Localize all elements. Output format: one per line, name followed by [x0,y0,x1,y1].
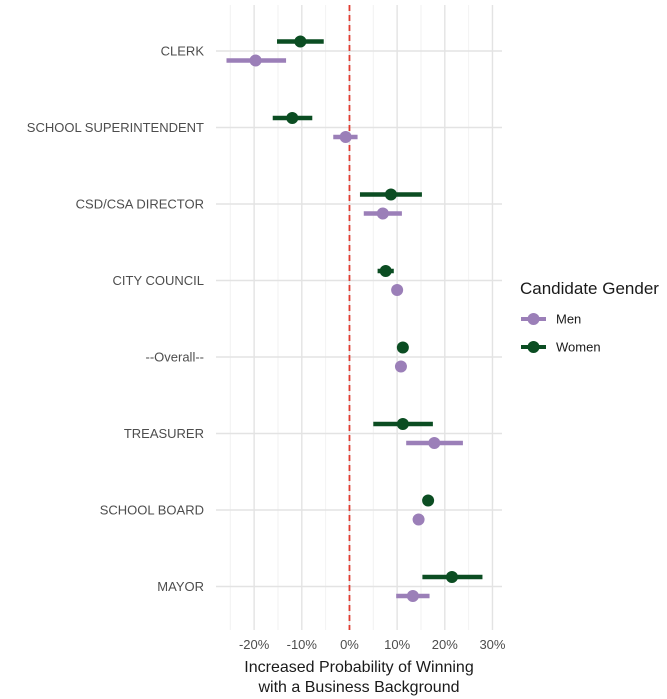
x-tick-label: -10% [287,637,318,652]
legend-key-dot-men [527,313,540,325]
women-point [384,188,397,201]
legend-key-dot-women [527,341,540,353]
category-labels: CLERK SCHOOL SUPERINTENDENT CSD/CSA DIRECT… [27,44,205,595]
women-point [396,418,409,430]
grid [216,5,502,630]
men-point [391,284,404,296]
women-point [422,494,435,507]
legend-label-men: Men [556,312,581,327]
category-label: SCHOOL BOARD [100,503,204,518]
legend-title: Candidate Gender [520,279,659,298]
category-label: CSD/CSA DIRECTOR [76,197,204,212]
data-marks [226,35,483,602]
x-axis-title-line-1: Increased Probability of Winning [244,659,473,676]
women-point [286,112,299,124]
men-point [249,54,262,67]
legend-label-women: Women [556,340,601,355]
women-point [379,265,392,277]
men-point [376,207,389,220]
category-label: TREASURER [124,426,204,441]
men-point [394,360,407,373]
category-label: SCHOOL SUPERINTENDENT [27,120,204,135]
men-point [406,590,419,602]
legend-entries: Men Women [521,312,601,355]
x-tick-label: 0% [340,637,359,652]
men-point [412,513,425,526]
x-tick-label: 30% [479,637,505,652]
category-label: MAYOR [157,579,204,594]
x-tick-labels: -20% -10% 0% 10% 20% 30% [239,637,506,652]
x-tick-label: -20% [239,637,270,652]
women-point [445,571,458,583]
legend: Candidate Gender Men Women [520,279,659,355]
men-point [339,131,352,143]
women-point [294,35,307,48]
men-point [428,437,441,449]
x-axis-title-line-2: with a Business Background [258,679,460,696]
category-label: CITY COUNCIL [113,273,205,288]
category-label: --Overall-- [146,350,205,365]
x-tick-label: 10% [384,637,410,652]
women-point [396,341,409,354]
x-tick-label: 20% [432,637,458,652]
category-label: CLERK [161,44,205,59]
